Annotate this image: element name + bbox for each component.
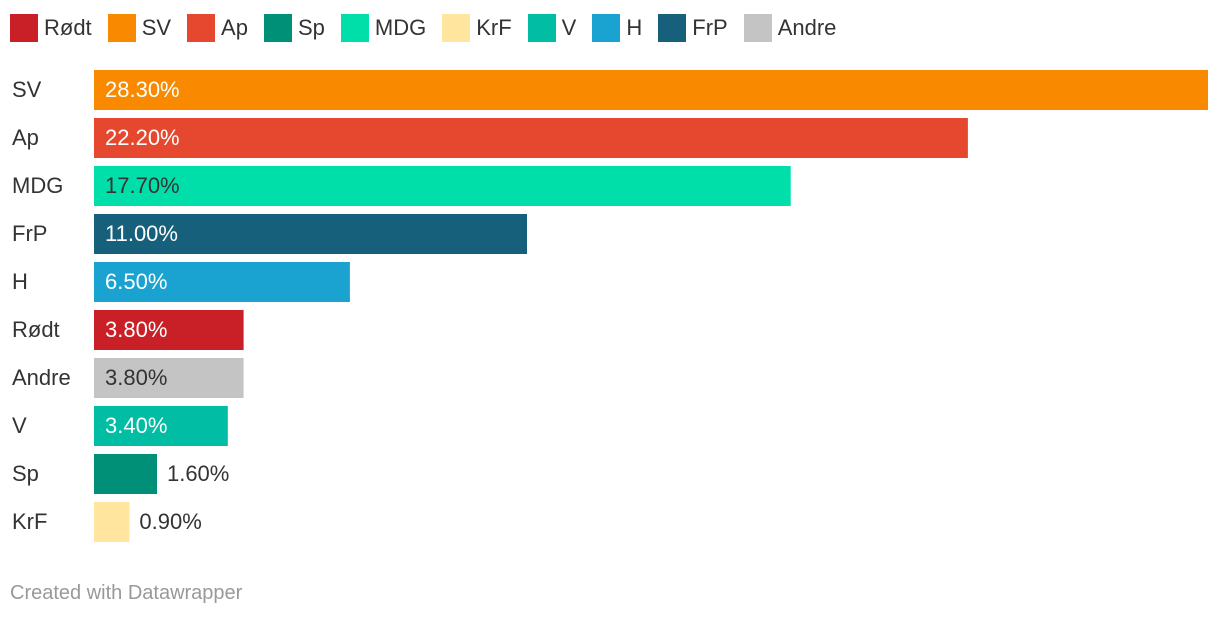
value-label: 0.90%	[139, 509, 201, 534]
value-label: 28.30%	[105, 77, 180, 102]
category-label: FrP	[12, 221, 47, 246]
category-label: Rødt	[12, 317, 60, 342]
legend-item: FrP	[658, 14, 728, 42]
category-label: Sp	[12, 461, 39, 486]
bar	[94, 214, 527, 254]
value-label: 6.50%	[105, 269, 167, 294]
legend-label: H	[626, 15, 643, 40]
legend-label: Sp	[297, 15, 325, 40]
legend-label: V	[561, 15, 577, 40]
legend-label: Rødt	[44, 15, 92, 40]
bar	[94, 310, 244, 350]
legend-item: Rødt	[10, 14, 92, 42]
bar	[94, 454, 157, 494]
legend-item: SV	[107, 14, 172, 42]
legend-label: Andre	[777, 15, 837, 40]
value-label: 11.00%	[105, 221, 178, 246]
category-label: V	[12, 413, 27, 438]
legend-swatch	[743, 14, 772, 42]
legend-swatch	[107, 14, 136, 42]
legend-label: Ap	[221, 15, 248, 40]
chart-legend: Rødt SV Ap Sp MDG KrF V H FrP Andre	[10, 14, 852, 42]
legend-label: MDG	[374, 15, 427, 40]
legend-item: H	[592, 14, 642, 42]
value-label: 3.80%	[105, 365, 167, 390]
bar	[94, 406, 228, 446]
legend-swatch	[263, 14, 292, 42]
bar	[94, 358, 244, 398]
value-label: 3.80%	[105, 317, 167, 342]
bar	[94, 502, 130, 542]
legend-item: Ap	[187, 14, 248, 42]
legend-item: Sp	[263, 14, 325, 42]
value-label: 3.40%	[105, 413, 167, 438]
legend-swatch	[658, 14, 687, 42]
legend-label: KrF	[476, 15, 512, 40]
category-label: MDG	[12, 173, 63, 198]
datawrapper-credit: Created with Datawrapper	[10, 582, 243, 604]
value-label: 1.60%	[167, 461, 229, 486]
category-label: H	[12, 269, 28, 294]
legend-swatch	[340, 14, 369, 42]
value-label: 17.70%	[105, 173, 180, 198]
category-label: KrF	[12, 509, 47, 534]
category-label: Andre	[12, 365, 71, 390]
legend-item: KrF	[442, 14, 512, 42]
legend-item: V	[527, 14, 577, 42]
legend-label: SV	[141, 15, 172, 40]
bar-chart: SV 28.30% Ap 22.20% MDG 17.70% FrP 11.00% H 6.50%…	[12, 70, 1208, 542]
legend-swatch	[442, 14, 471, 42]
legend-swatch	[527, 14, 556, 42]
legend-item: Andre	[743, 14, 837, 42]
legend-swatch	[187, 14, 216, 42]
value-label: 22.20%	[105, 125, 180, 150]
bar	[94, 262, 350, 302]
legend-label: FrP	[692, 15, 728, 40]
legend-swatch	[592, 14, 621, 42]
bar	[94, 70, 1208, 110]
bar	[94, 166, 791, 206]
legend-item: MDG	[340, 14, 427, 42]
category-label: Ap	[12, 125, 39, 150]
category-label: SV	[12, 77, 42, 102]
legend-swatch	[10, 14, 38, 42]
bar	[94, 118, 968, 158]
